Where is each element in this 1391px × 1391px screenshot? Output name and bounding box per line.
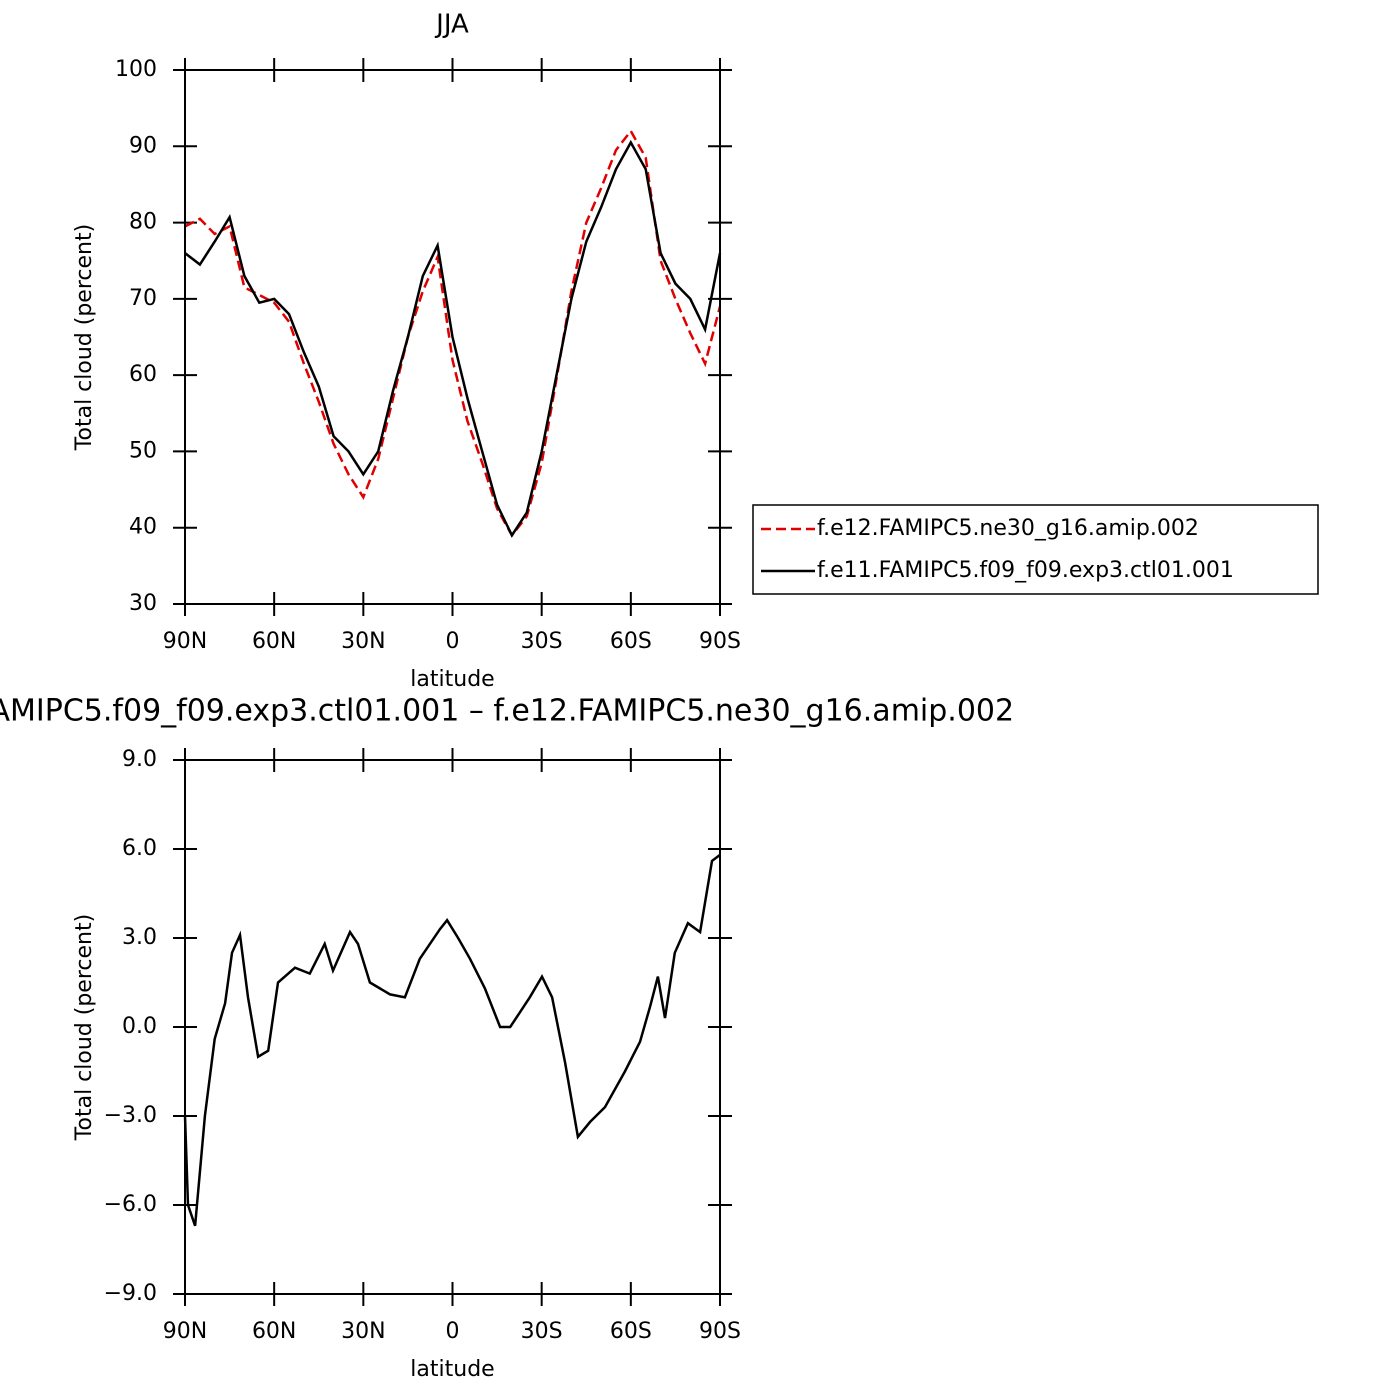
plot-frame	[184, 69, 721, 605]
chart-title: JJA	[434, 10, 469, 40]
x-tick-label: 90S	[699, 629, 741, 654]
y-tick-label: 70	[129, 286, 157, 311]
chart-title: f.e11.FAMIPC5.f09_f09.exp3.ctl01.001 – f…	[0, 694, 1014, 729]
y-tick-label: 80	[129, 210, 157, 235]
x-tick-label: 0	[446, 629, 460, 654]
x-axis-label: latitude	[410, 1357, 494, 1382]
y-tick-label: 100	[115, 57, 157, 82]
x-tick-label: 60N	[252, 629, 296, 654]
legend-box	[752, 504, 1319, 595]
y-axis-label: Total cloud (percent)	[72, 914, 97, 1141]
x-tick-label: 0	[446, 1319, 460, 1344]
y-tick-label: −3.0	[104, 1103, 157, 1128]
y-tick-label: 0.0	[122, 1014, 157, 1039]
y-tick-label: 30	[129, 591, 157, 616]
x-tick-label: 60S	[610, 629, 652, 654]
legend-label: f.e12.FAMIPC5.ne30_g16.amip.002	[817, 516, 1199, 541]
y-tick-label: 40	[129, 515, 157, 540]
x-tick-label: 60N	[252, 1319, 296, 1344]
x-tick-label: 30S	[521, 629, 563, 654]
y-axis-label: Total cloud (percent)	[72, 224, 97, 451]
line-series	[184, 128, 722, 538]
x-tick-label: 60S	[610, 1319, 652, 1344]
y-tick-label: 6.0	[122, 836, 157, 861]
y-tick-label: −6.0	[104, 1192, 157, 1217]
line-series	[183, 853, 721, 1227]
y-tick-label: 50	[129, 438, 157, 463]
line-series	[184, 139, 722, 538]
x-tick-label: 30S	[521, 1319, 563, 1344]
x-tick-label: 90N	[163, 629, 207, 654]
y-tick-label: 90	[129, 133, 157, 158]
x-axis-label: latitude	[410, 667, 494, 692]
x-tick-label: 30N	[341, 1319, 385, 1344]
y-tick-label: 60	[129, 362, 157, 387]
x-tick-label: 90N	[163, 1319, 207, 1344]
y-tick-label: 3.0	[122, 925, 157, 950]
x-tick-label: 90S	[699, 1319, 741, 1344]
legend-label: f.e11.FAMIPC5.f09_f09.exp3.ctl01.001	[817, 558, 1234, 583]
y-tick-label: 9.0	[122, 747, 157, 772]
plot-frame	[184, 759, 721, 1295]
x-tick-label: 30N	[341, 629, 385, 654]
y-tick-label: −9.0	[104, 1281, 157, 1306]
